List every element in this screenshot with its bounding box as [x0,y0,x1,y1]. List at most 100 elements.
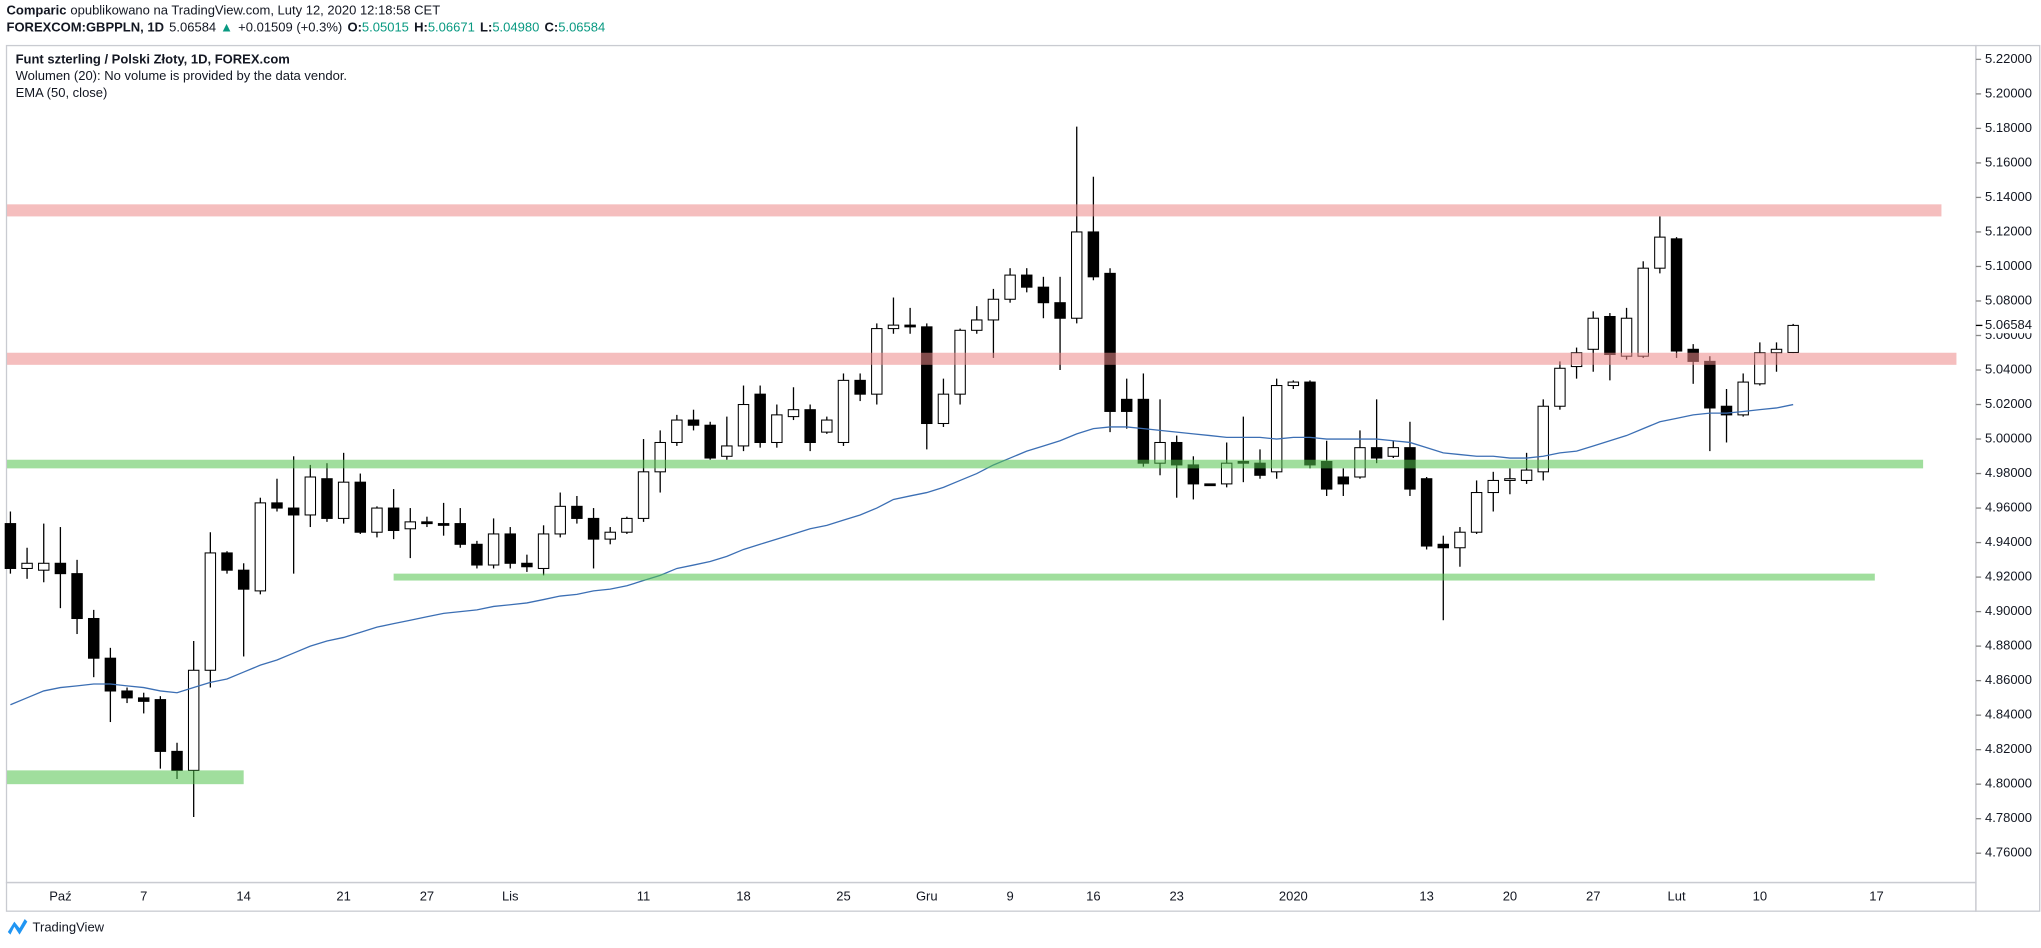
candle-body [604,531,616,540]
candle-body [38,562,50,571]
y-tick-label: 4.92000 [1985,569,2032,584]
x-tick-label: 17 [1869,888,1883,903]
candle-body [571,505,583,519]
candle-body [654,441,666,473]
plot [4,126,1957,817]
candle-body [1204,483,1216,487]
y-tick-label: 4.94000 [1985,534,2032,549]
candle-body [254,502,267,592]
author: Comparic [7,3,67,18]
candle-body [54,562,67,575]
candle-body [204,552,217,671]
x-tick-label: 2020 [1279,888,1308,903]
x-tick-label: 23 [1169,888,1183,903]
candle-body [521,562,533,568]
candle-body [837,379,850,444]
candle-body [437,523,450,526]
candle-body [471,543,483,566]
x-tick-label: 9 [1006,888,1013,903]
candle-body [404,521,417,530]
low-label: L: [480,20,492,35]
candle-body [1704,360,1716,409]
candle-body [271,502,283,509]
zone [7,770,244,785]
candle-body [1537,405,1549,473]
candle-body [1587,317,1599,350]
candle-body [1087,231,1100,278]
x-tick-label: 20 [1503,888,1517,903]
candle-body [637,471,650,519]
last-price-bg [1983,317,2039,334]
candle-body [371,507,383,533]
candle-body [771,414,783,444]
candle-body [737,403,750,447]
change: +0.01509 (+0.3%) [238,20,342,35]
candle-body [687,419,700,426]
candle-body [554,505,566,535]
candle-body [1071,231,1083,319]
y-tick-label: 4.80000 [1985,776,2032,791]
candle-body [854,379,866,395]
x-tick-label: Lis [502,888,519,903]
published: opublikowano na TradingView.com, Luty 12… [70,3,440,18]
x-tick-label: Gru [916,888,938,903]
y-tick-label: 4.98000 [1985,465,2032,480]
candle-body [1654,236,1666,269]
low-value: 5.04980 [492,20,539,35]
y-tick-label: 4.86000 [1985,672,2032,687]
candle-body [904,324,916,328]
candle-body [321,478,333,519]
candle-body [721,445,733,457]
candle-body [1637,267,1649,357]
last-price: 5.06584 [169,20,216,35]
y-tick-label: 5.12000 [1985,223,2032,238]
candle-body [821,419,833,433]
candle-body [1720,405,1733,416]
close-label: C: [545,20,559,35]
x-tick-label: 27 [1586,888,1600,903]
x-tick-label: 27 [420,888,434,903]
candle-body [1437,543,1450,549]
candle-body [4,523,17,569]
zone [7,204,1942,217]
candle-body [421,521,433,525]
candle-body [1620,317,1633,357]
candle-body [154,699,167,752]
candle-body [1737,381,1749,416]
x-tick-label: 25 [836,888,850,903]
candle-body [921,326,933,425]
candle-body [1004,274,1016,300]
symbol: FOREXCOM:GBPPLN, 1D [7,20,164,35]
candle-body [887,324,900,330]
candle-body [121,690,133,699]
candle-body [754,393,766,444]
y-tick-label: 5.20000 [1985,85,2032,100]
candle-body [104,657,117,692]
candle-body [21,562,33,569]
brand[interactable]: TradingView [33,920,105,935]
high-label: H: [414,20,428,35]
candle-body [1520,469,1533,481]
candle-body [354,481,367,533]
arrow: ▲ [220,20,233,35]
x-tick-label: 10 [1753,888,1767,903]
candle-body [1370,447,1383,459]
candle-body [1104,272,1116,412]
chart-title: Funt szterling / Polski Złoty, 1D, FOREX… [16,51,290,66]
candle-body [1054,302,1066,319]
open-label: O: [347,20,361,35]
candle-body [1487,479,1499,494]
high-value: 5.06671 [428,20,475,35]
legend-entry: EMA (50, close) [16,85,108,100]
candle-body [171,750,183,771]
candle-body [1420,478,1433,547]
close-value: 5.06584 [558,20,605,35]
candle-body [1604,315,1616,355]
y-tick-label: 5.10000 [1985,258,2032,273]
y-tick-label: 5.00000 [1985,430,2032,445]
candle-body [487,533,500,566]
y-tick-label: 4.82000 [1985,741,2032,756]
y-tick-label: 5.16000 [1985,154,2032,169]
y-tick-label: 5.02000 [1985,396,2032,411]
y-tick-label: 5.14000 [1985,189,2032,204]
